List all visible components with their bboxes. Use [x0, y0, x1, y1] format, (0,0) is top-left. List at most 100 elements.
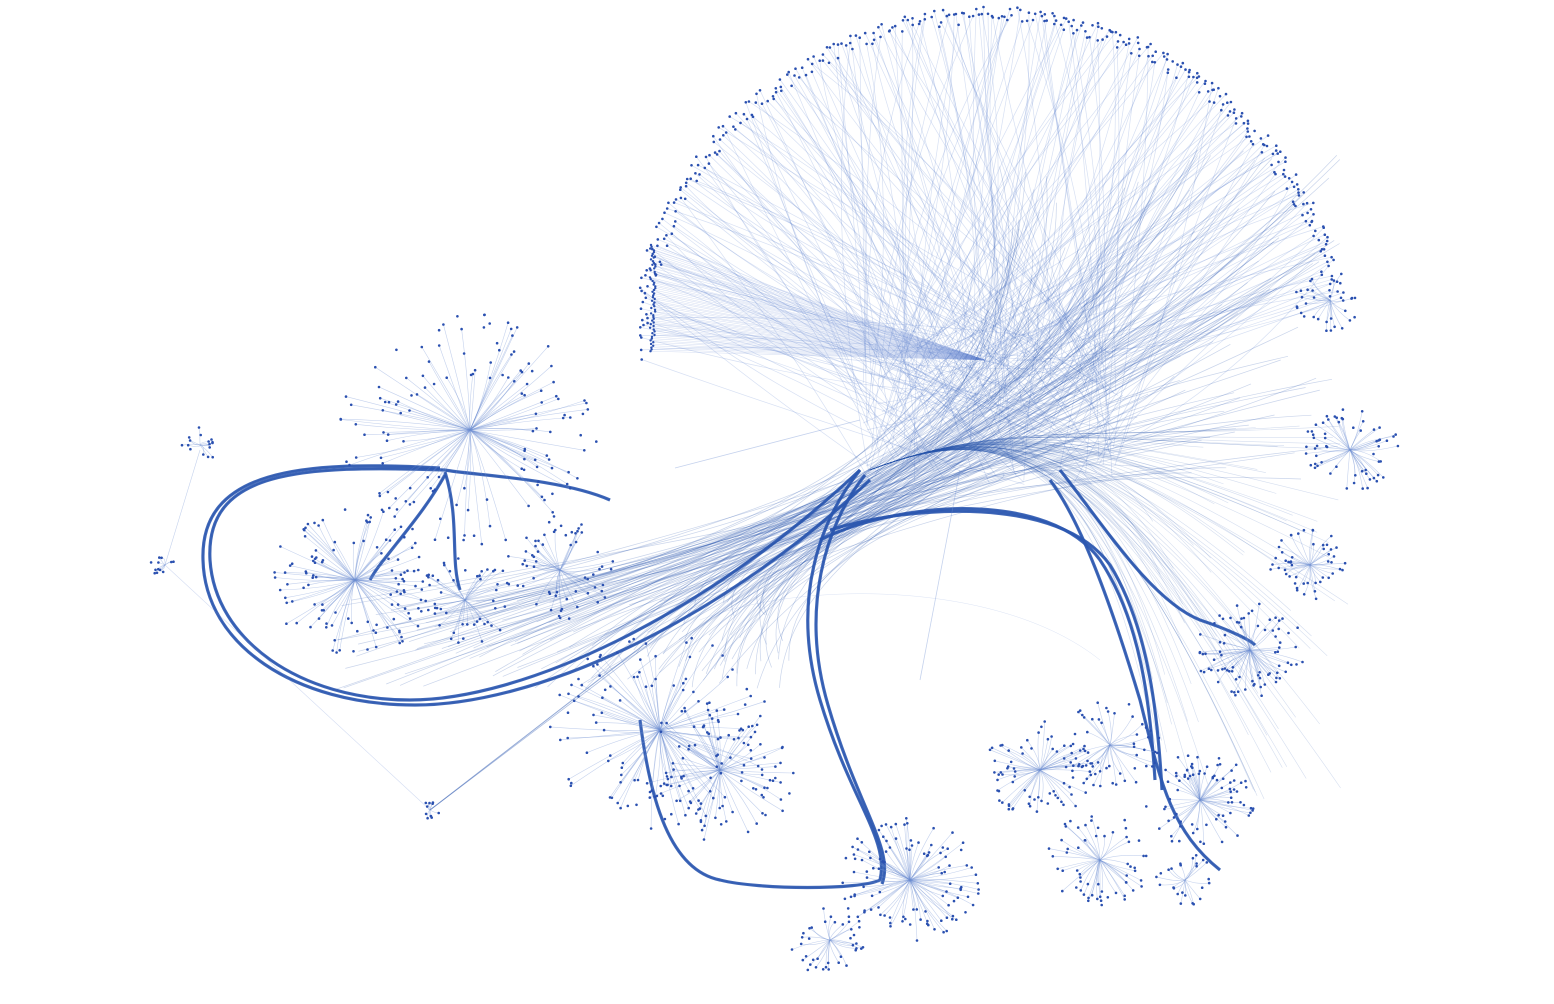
- graph-node: [385, 439, 389, 443]
- graph-node: [535, 465, 539, 469]
- cluster-edge: [1073, 744, 1111, 766]
- graph-node: [725, 820, 728, 823]
- graph-node: [307, 583, 310, 587]
- graph-node: [1123, 779, 1127, 783]
- graph-node: [663, 817, 667, 821]
- graph-node: [1220, 108, 1223, 112]
- graph-node: [872, 866, 875, 870]
- graph-node: [206, 455, 210, 459]
- cluster-edge: [1048, 848, 1101, 861]
- bundle-edge: [399, 306, 1231, 613]
- fan-edge: [871, 128, 1248, 448]
- graph-node: [945, 929, 948, 933]
- fan-edge: [647, 317, 1034, 337]
- fan-edge: [781, 90, 1037, 460]
- fan-edge: [1006, 91, 1209, 403]
- cluster-edge: [290, 565, 356, 581]
- graph-node: [559, 524, 563, 528]
- graph-node: [740, 771, 744, 774]
- fan-edge: [794, 75, 972, 470]
- cluster-edge: [354, 579, 411, 619]
- fan-edge: [867, 18, 1000, 463]
- bundle-edge: [164, 449, 201, 566]
- graph-node: [1176, 892, 1179, 896]
- cluster-edge: [1029, 769, 1041, 807]
- cluster-edge: [909, 845, 913, 881]
- graph-node: [849, 936, 852, 940]
- graph-node: [1339, 296, 1343, 300]
- cluster-edge: [1329, 299, 1332, 319]
- fan-edge: [719, 150, 954, 433]
- cluster-edge: [1249, 649, 1303, 663]
- graph-node: [1092, 783, 1095, 787]
- cluster-edge: [1349, 449, 1363, 489]
- cluster-edge: [469, 429, 491, 527]
- graph-node: [653, 281, 656, 284]
- graph-node: [1158, 883, 1162, 887]
- fan-edge: [1006, 192, 1304, 357]
- graph-node: [870, 894, 874, 898]
- cluster-edge: [1349, 449, 1371, 480]
- nodes-group: [149, 5, 1400, 972]
- cluster-edge: [349, 429, 471, 466]
- fan-edge: [645, 274, 1035, 409]
- graph-node: [856, 848, 860, 851]
- graph-node: [684, 184, 688, 188]
- cluster-edge: [879, 879, 911, 893]
- graph-node: [626, 804, 630, 808]
- graph-node: [1234, 117, 1238, 120]
- cluster-edge: [1309, 544, 1314, 566]
- graph-node: [1342, 291, 1345, 294]
- graph-node: [677, 745, 681, 748]
- graph-node: [1179, 65, 1183, 68]
- graph-node: [851, 943, 855, 947]
- cluster-edge: [438, 429, 471, 478]
- graph-node: [1253, 129, 1256, 133]
- graph-node: [311, 576, 315, 579]
- graph-node: [1006, 767, 1009, 770]
- cluster-edge: [1186, 769, 1201, 801]
- graph-node: [684, 677, 688, 681]
- cluster-edge: [1317, 299, 1331, 320]
- graph-node: [1194, 854, 1198, 857]
- cluster-edge: [354, 570, 393, 581]
- bundle-edge: [869, 449, 1272, 773]
- graph-node: [366, 620, 370, 624]
- graph-node: [1088, 770, 1092, 773]
- graph-node: [976, 882, 980, 885]
- cluster-edge: [1168, 799, 1201, 822]
- cluster-edge: [909, 879, 942, 921]
- graph-node: [952, 899, 956, 903]
- graph-node: [706, 708, 710, 712]
- cluster-edge: [895, 824, 911, 881]
- graph-node: [721, 804, 724, 808]
- graph-node: [1105, 35, 1109, 38]
- fan-edge: [722, 125, 904, 337]
- fan-edge: [1106, 205, 1296, 409]
- fan-edge: [1068, 21, 1099, 456]
- bundle-edge: [591, 205, 1218, 679]
- graph-node: [288, 564, 292, 567]
- cluster-edge: [571, 684, 661, 731]
- cluster-edge: [559, 532, 583, 571]
- bundle-edge: [869, 447, 1153, 680]
- graph-node: [1234, 678, 1238, 681]
- cluster-edge: [1301, 299, 1331, 314]
- cluster-edge: [434, 599, 466, 614]
- bundle-edge: [869, 448, 1156, 730]
- cluster-edge: [446, 599, 466, 614]
- graph-node: [1295, 663, 1298, 666]
- graph-node: [652, 261, 656, 265]
- graph-node: [755, 723, 759, 727]
- graph-node: [570, 781, 573, 785]
- fan-edge: [933, 9, 1021, 454]
- fan-edge: [645, 297, 1070, 439]
- graph-node: [1211, 776, 1214, 780]
- cluster-edge: [1342, 419, 1351, 451]
- bundle-edge: [746, 303, 1152, 669]
- bundle-edge: [730, 247, 1066, 636]
- cluster-edge: [659, 729, 711, 792]
- bundle-edge: [829, 510, 1163, 791]
- graph-node: [818, 59, 821, 62]
- bundle-edge: [869, 444, 1161, 575]
